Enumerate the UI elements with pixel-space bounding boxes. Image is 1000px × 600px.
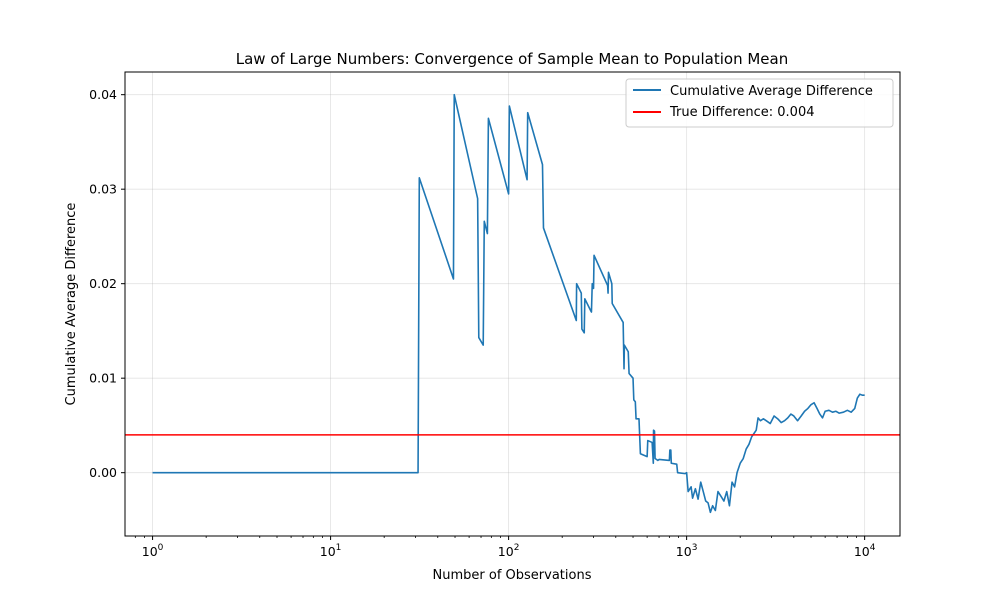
x-tick-label: 102 xyxy=(498,543,520,559)
y-tick-label: 0.03 xyxy=(89,182,117,197)
y-axis-ticks: 0.00 0.01 0.02 0.03 0.04 xyxy=(89,87,125,480)
x-tick-label: 101 xyxy=(320,543,342,559)
legend-label-true-difference: True Difference: 0.004 xyxy=(669,105,815,120)
x-tick-label: 100 xyxy=(142,543,164,559)
legend-label-cumulative: Cumulative Average Difference xyxy=(670,84,873,99)
plot-area xyxy=(125,93,900,514)
y-axis-label: Cumulative Average Difference xyxy=(64,203,79,406)
series-line-cumulative-average xyxy=(152,93,865,514)
chart-title: Law of Large Numbers: Convergence of Sam… xyxy=(236,50,789,68)
y-tick-label: 0.00 xyxy=(89,465,117,480)
axes-frame xyxy=(124,71,901,537)
y-tick-label: 0.04 xyxy=(89,87,117,102)
y-tick-label: 0.02 xyxy=(89,276,117,291)
x-tick-label: 103 xyxy=(676,543,698,559)
x-axis-label: Number of Observations xyxy=(433,568,592,583)
legend: Cumulative Average Difference True Diffe… xyxy=(625,78,894,128)
legend-box xyxy=(625,78,894,128)
x-tick-label: 104 xyxy=(854,543,876,559)
y-tick-label: 0.01 xyxy=(89,371,117,386)
x-axis-ticks: 100 101 102 103 104 xyxy=(134,536,876,559)
